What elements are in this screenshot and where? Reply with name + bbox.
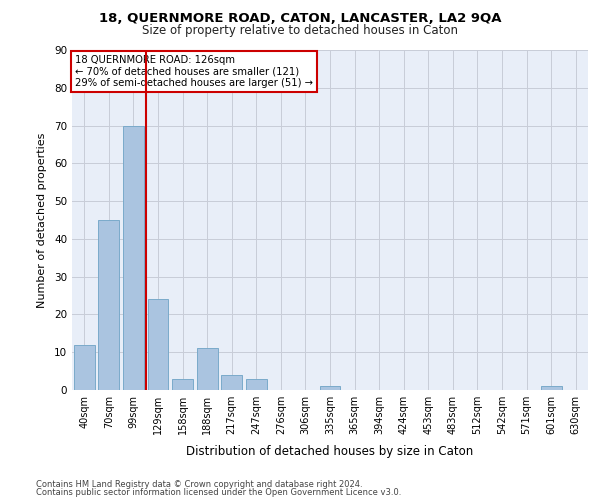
Bar bbox=[197, 348, 218, 390]
Y-axis label: Number of detached properties: Number of detached properties bbox=[37, 132, 47, 308]
Bar bbox=[98, 220, 119, 390]
Text: 18, QUERNMORE ROAD, CATON, LANCASTER, LA2 9QA: 18, QUERNMORE ROAD, CATON, LANCASTER, LA… bbox=[99, 12, 501, 26]
Bar bbox=[541, 386, 562, 390]
Bar bbox=[320, 386, 340, 390]
Bar bbox=[148, 300, 169, 390]
Bar bbox=[74, 344, 95, 390]
Text: Contains HM Land Registry data © Crown copyright and database right 2024.: Contains HM Land Registry data © Crown c… bbox=[36, 480, 362, 489]
Bar bbox=[172, 378, 193, 390]
Text: Contains public sector information licensed under the Open Government Licence v3: Contains public sector information licen… bbox=[36, 488, 401, 497]
Text: 18 QUERNMORE ROAD: 126sqm
← 70% of detached houses are smaller (121)
29% of semi: 18 QUERNMORE ROAD: 126sqm ← 70% of detac… bbox=[74, 55, 313, 88]
Text: Size of property relative to detached houses in Caton: Size of property relative to detached ho… bbox=[142, 24, 458, 37]
Bar bbox=[246, 378, 267, 390]
X-axis label: Distribution of detached houses by size in Caton: Distribution of detached houses by size … bbox=[187, 446, 473, 458]
Bar bbox=[221, 375, 242, 390]
Bar bbox=[123, 126, 144, 390]
